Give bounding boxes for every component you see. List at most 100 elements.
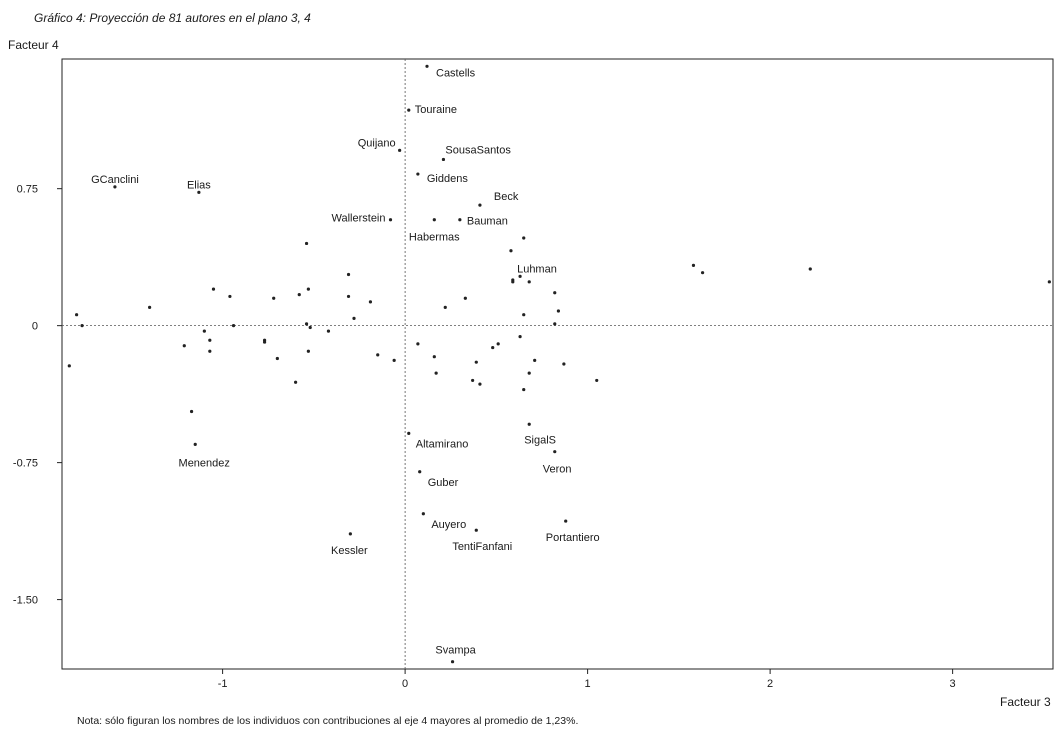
point-unlabeled (522, 313, 526, 317)
point-unlabeled (463, 296, 467, 300)
point-unlabeled (416, 342, 420, 346)
point-unlabeled (511, 280, 515, 284)
point-gcanclini (113, 185, 117, 189)
point-unlabeled (700, 271, 705, 275)
point-kessler (348, 532, 352, 536)
point-unlabeled (182, 344, 186, 348)
point-label-svampa: Svampa (435, 645, 476, 657)
point-auyero (421, 512, 425, 516)
point-guber (418, 470, 422, 474)
point-unlabeled (471, 378, 475, 383)
point-unlabeled (304, 322, 309, 326)
point-unlabeled (202, 329, 206, 333)
point-unlabeled (306, 349, 310, 353)
point-unlabeled (346, 294, 351, 299)
point-unlabeled (808, 267, 812, 271)
point-svampa (450, 660, 455, 664)
point-unlabeled (272, 296, 276, 300)
point-label-elias: Elias (187, 179, 211, 191)
point-label-guber: Guber (428, 477, 459, 489)
point-unlabeled (262, 340, 267, 344)
point-habermas (432, 218, 436, 222)
point-beck (478, 203, 482, 207)
point-unlabeled (527, 280, 531, 284)
point-unlabeled (553, 291, 557, 295)
x-tick-label: 3 (950, 678, 956, 690)
y-tick-label: -1.50 (13, 595, 38, 607)
point-label-portantiero: Portantiero (546, 532, 600, 544)
point-label-sigals: SigalS (524, 434, 556, 446)
point-label-veron: Veron (543, 464, 572, 476)
x-axis-title: Facteur 3 (1000, 695, 1051, 709)
plot-frame (61, 58, 1054, 670)
point-label-menendez: Menendez (179, 457, 230, 469)
point-unlabeled (352, 316, 356, 320)
point-label-sousasantos: SousaSantos (445, 144, 511, 156)
point-unlabeled (527, 371, 531, 375)
point-label-beck: Beck (494, 191, 519, 203)
point-unlabeled (306, 287, 310, 291)
point-label-altamirano: Altamirano (416, 438, 469, 450)
reference-lines (62, 59, 1053, 669)
point-giddens (416, 172, 420, 176)
point-wallerstein (388, 218, 393, 222)
point-bauman (458, 218, 462, 222)
point-unlabeled (326, 329, 331, 333)
y-axis-title: Facteur 4 (8, 38, 59, 52)
y-tick-label: -0.75 (13, 458, 38, 470)
point-label-habermas: Habermas (409, 232, 460, 244)
chart-note: Nota: sólo figuran los nombres de los in… (77, 715, 579, 727)
point-portantiero (564, 519, 568, 523)
point-unlabeled (533, 358, 537, 362)
point-unlabeled (443, 305, 447, 309)
point-unlabeled (368, 300, 373, 304)
x-tick-label: 1 (585, 678, 591, 690)
y-tick-label: 0.75 (17, 184, 38, 196)
point-unlabeled (304, 241, 309, 246)
point-veron (553, 450, 557, 454)
point-unlabeled (553, 322, 557, 326)
point-unlabeled (308, 325, 312, 330)
point-label-touraine: Touraine (415, 104, 457, 116)
point-label-auyero: Auyero (431, 519, 466, 531)
point-label-kessler: Kessler (331, 545, 368, 557)
point-sigals (527, 422, 531, 426)
point-label-bauman: Bauman (467, 216, 508, 228)
point-unlabeled (432, 355, 436, 359)
point-unlabeled (518, 335, 522, 339)
point-unlabeled (491, 345, 495, 350)
point-unlabeled (434, 371, 438, 375)
point-unlabeled (595, 378, 599, 383)
point-unlabeled (1047, 280, 1051, 284)
point-unlabeled (211, 287, 216, 291)
x-axis-ticks: -1 0 1 2 3 (218, 669, 956, 690)
point-label-castells: Castells (436, 67, 476, 79)
y-axis-ticks: 0.75 0 -0.75 -1.50 (13, 184, 62, 607)
point-unlabeled (562, 362, 566, 366)
point-quijano (398, 148, 402, 152)
point-unlabeled (67, 364, 71, 368)
point-labels: Castells Touraine Quijano SousaSantos Gidden… (91, 67, 600, 656)
point-unlabeled (275, 356, 279, 361)
x-tick-label: -1 (218, 678, 228, 690)
point-menendez (193, 442, 197, 446)
point-touraine (407, 108, 411, 112)
point-unlabeled (376, 353, 380, 357)
point-unlabeled (208, 349, 212, 353)
x-tick-label: 0 (402, 678, 408, 690)
x-tick-label: 2 (767, 678, 773, 690)
point-unlabeled (346, 272, 351, 277)
point-unlabeled (75, 313, 79, 317)
point-unlabeled (496, 342, 500, 346)
point-unlabeled (80, 324, 84, 328)
point-unlabeled (522, 387, 526, 392)
data-points (67, 64, 1051, 664)
point-label-tentifanfani: TentiFanfani (452, 541, 512, 553)
chart-title: Gráfico 4: Proyección de 81 autores en e… (34, 11, 311, 25)
point-castells (425, 64, 429, 68)
point-unlabeled (392, 358, 396, 362)
point-unlabeled (509, 249, 513, 253)
point-unlabeled (189, 409, 194, 414)
point-unlabeled (231, 324, 236, 328)
